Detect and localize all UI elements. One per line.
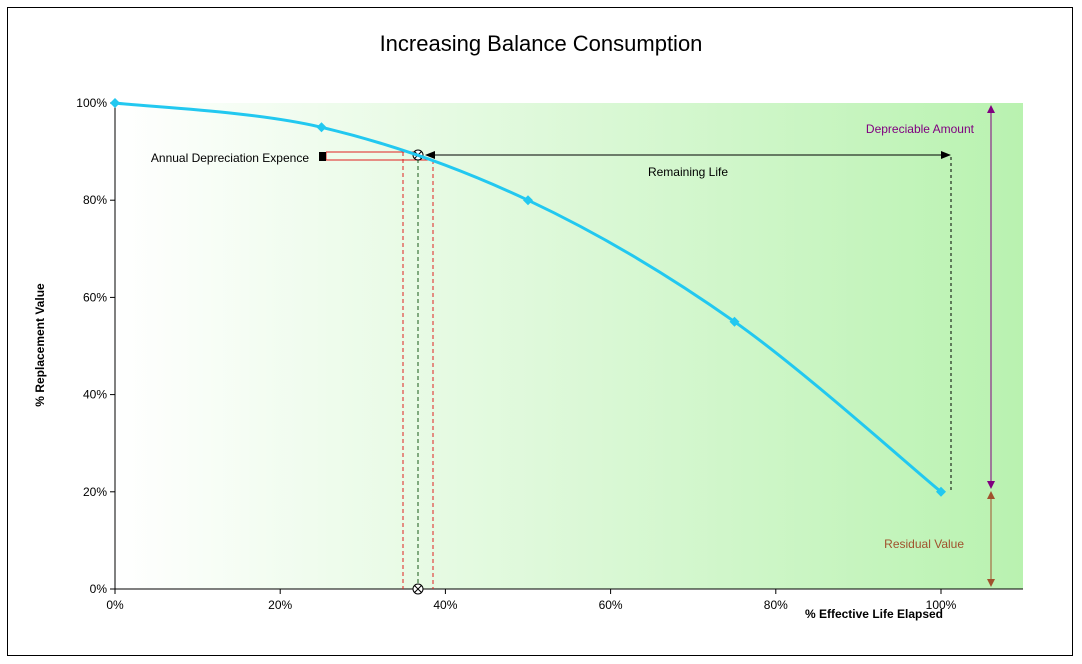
x-tick-label: 60% <box>599 598 623 612</box>
y-tick-label: 20% <box>83 485 107 499</box>
intersection-marker-cross <box>414 585 422 593</box>
y-tick-label: 60% <box>83 290 107 304</box>
remaining-life-label: Remaining Life <box>648 165 728 179</box>
y-tick-label: 100% <box>76 96 107 110</box>
x-tick-label: 40% <box>433 598 457 612</box>
x-tick-label: 100% <box>926 598 957 612</box>
data-point-marker <box>316 122 327 133</box>
chart-title: Increasing Balance Consumption <box>380 31 703 56</box>
plot-area <box>115 103 1023 589</box>
x-axis-label: % Effective Life Elapsed <box>805 607 943 621</box>
residual-value-label: Residual Value <box>884 537 964 551</box>
data-point-marker <box>110 98 120 108</box>
depreciable-amount-label: Depreciable Amount <box>866 122 975 136</box>
y-tick-label: 40% <box>83 388 107 402</box>
annual-depreciation-label: Annual Depreciation Expence <box>151 151 309 165</box>
data-point-marker <box>523 195 533 206</box>
x-tick-label: 0% <box>106 598 124 612</box>
x-tick-label: 80% <box>764 598 788 612</box>
y-tick-label: 80% <box>83 193 107 207</box>
series-line <box>114 101 942 493</box>
data-point-marker <box>729 316 740 327</box>
depr-block <box>319 152 326 161</box>
x-tick-label: 20% <box>268 598 292 612</box>
y-axis-label: % Replacement Value <box>33 283 47 407</box>
y-tick-label: 0% <box>90 582 108 596</box>
data-point-marker <box>936 486 946 497</box>
